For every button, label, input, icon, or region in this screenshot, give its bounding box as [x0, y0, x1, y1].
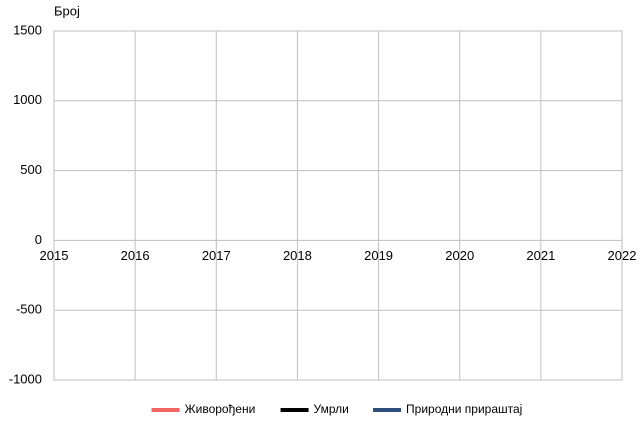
x-tick-label: 2020: [445, 248, 474, 263]
legend-label: Умрли: [314, 402, 349, 416]
x-tick-label: 2021: [526, 248, 555, 263]
x-tick-label: 2018: [283, 248, 312, 263]
plot-area: [53, 30, 623, 381]
y-tick-label: -500: [16, 302, 42, 317]
legend-label: Природни прираштај: [406, 402, 522, 416]
x-tick-label: 2016: [121, 248, 150, 263]
y-tick-label: 500: [20, 162, 42, 177]
x-tick-label: 2019: [364, 248, 393, 263]
legend-label: Живорођени: [185, 402, 256, 416]
y-tick-label: 1000: [13, 92, 42, 107]
y-tick-label: 0: [35, 232, 42, 247]
y-tick-label: -1000: [9, 371, 42, 386]
y-tick-label: 1500: [13, 22, 42, 37]
x-tick-label: 2015: [40, 248, 69, 263]
y-axis-label: Број: [54, 3, 80, 18]
x-tick-label: 2017: [202, 248, 231, 263]
x-tick-label: 2022: [608, 248, 637, 263]
